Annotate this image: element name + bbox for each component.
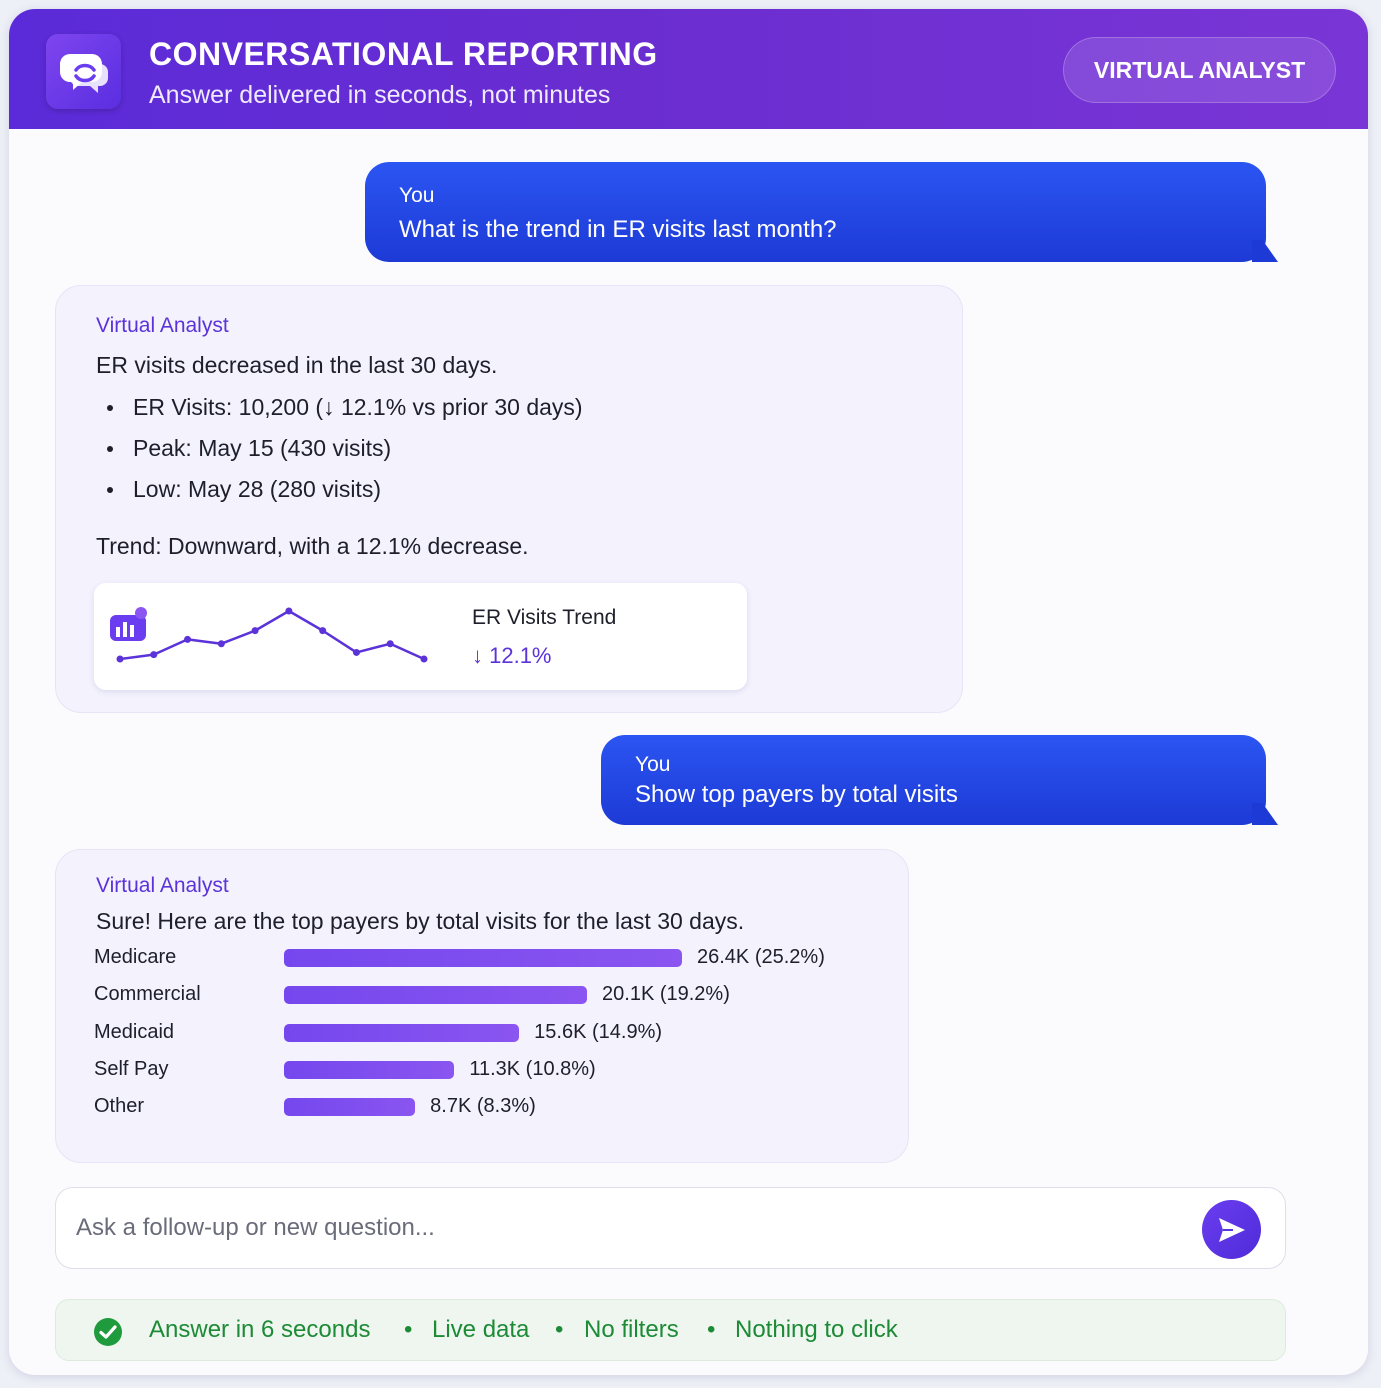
sender-name: Virtual Analyst xyxy=(96,314,229,337)
message-text: Show top payers by total visits xyxy=(635,781,958,808)
payer-value: 26.4K (25.2%) xyxy=(697,946,825,968)
user-message: You Show top payers by total visits xyxy=(601,735,1278,825)
header-bar: CONVERSATIONAL REPORTING Answer delivere… xyxy=(9,9,1368,129)
sender-name: Virtual Analyst xyxy=(96,874,229,897)
payer-value: 20.1K (19.2%) xyxy=(602,983,730,1006)
status-separator: • xyxy=(555,1316,564,1343)
question-input-box xyxy=(55,1187,1286,1269)
sender-name: You xyxy=(635,753,671,776)
payer-bar xyxy=(284,949,682,967)
virtual-analyst-badge: VIRTUAL ANALYST xyxy=(1063,37,1336,103)
user-message: You What is the trend in ER visits last … xyxy=(365,162,1278,262)
payer-bar xyxy=(284,1098,416,1117)
message-text: ER visits decreased in the last 30 days. xyxy=(96,352,498,378)
payer-value: 8.7K (8.3%) xyxy=(430,1095,536,1118)
status-nothing-to-click: Nothing to click xyxy=(735,1316,898,1343)
chart-badge-icon xyxy=(110,607,147,641)
payer-label: Self Pay xyxy=(94,1057,169,1080)
payer-value: 11.3K (10.8%) xyxy=(469,1057,596,1080)
bubble-tail xyxy=(1252,240,1278,262)
trend-sparkline xyxy=(110,607,428,663)
status-answer-time: Answer in 6 seconds xyxy=(149,1316,371,1343)
status-live-data: Live data xyxy=(432,1316,530,1343)
list-item: ER Visits: 10,200 (↓ 12.1% vs prior 30 d… xyxy=(97,394,583,435)
chat-bubbles-icon xyxy=(46,34,121,109)
payer-label: Medicare xyxy=(94,946,177,968)
bubble-tail xyxy=(1252,803,1278,825)
payer-value: 15.6K (14.9%) xyxy=(534,1020,663,1043)
sparkline-point xyxy=(116,655,124,663)
status-separator: • xyxy=(707,1316,716,1343)
status-bar: Answer in 6 seconds • Live data • No fil… xyxy=(55,1299,1286,1361)
check-circle-icon xyxy=(94,1318,122,1346)
sparkline-point xyxy=(217,640,225,648)
app-window: CONVERSATIONAL REPORTING Answer delivere… xyxy=(9,9,1368,1375)
sparkline-point xyxy=(184,635,192,643)
analyst-message: Virtual Analyst Sure! Here are the top p… xyxy=(55,849,909,1163)
sparkline-point xyxy=(251,627,259,635)
sparkline-point xyxy=(420,655,428,663)
trend-card[interactable]: ER Visits Trend ↓ 12.1% xyxy=(94,583,747,690)
sparkline-point xyxy=(319,627,327,635)
trend-delta: ↓ 12.1% xyxy=(472,643,552,668)
sparkline-point xyxy=(386,640,394,648)
payer-label: Other xyxy=(94,1095,145,1118)
list-item: Low: May 28 (280 visits) xyxy=(97,476,583,517)
payer-label: Commercial xyxy=(94,983,201,1006)
status-separator: • xyxy=(404,1316,413,1343)
sender-name: You xyxy=(399,184,435,207)
status-no-filters: No filters xyxy=(584,1316,679,1343)
payer-label: Medicaid xyxy=(94,1020,175,1043)
payer-bar xyxy=(284,986,588,1005)
payer-bar xyxy=(284,1023,520,1042)
send-button[interactable] xyxy=(1202,1200,1261,1259)
sparkline-point xyxy=(285,607,293,615)
list-item: Peak: May 15 (430 visits) xyxy=(97,435,583,476)
question-input[interactable] xyxy=(76,1208,1176,1248)
message-text: Sure! Here are the top payers by total v… xyxy=(96,908,745,934)
page-title: CONVERSATIONAL REPORTING xyxy=(149,36,658,72)
payer-bar xyxy=(284,1060,455,1079)
page-subtitle: Answer delivered in seconds, not minutes xyxy=(149,81,611,109)
trend-title: ER Visits Trend xyxy=(472,606,617,629)
sparkline-point xyxy=(352,648,360,656)
message-text: What is the trend in ER visits last mont… xyxy=(399,216,837,243)
analyst-message: Virtual Analyst ER visits decreased in t… xyxy=(55,285,963,713)
trend-summary: Trend: Downward, with a 12.1% decrease. xyxy=(96,533,529,559)
stats-list: ER Visits: 10,200 (↓ 12.1% vs prior 30 d… xyxy=(97,394,583,517)
sparkline-point xyxy=(150,651,158,659)
send-icon xyxy=(1219,1218,1245,1242)
